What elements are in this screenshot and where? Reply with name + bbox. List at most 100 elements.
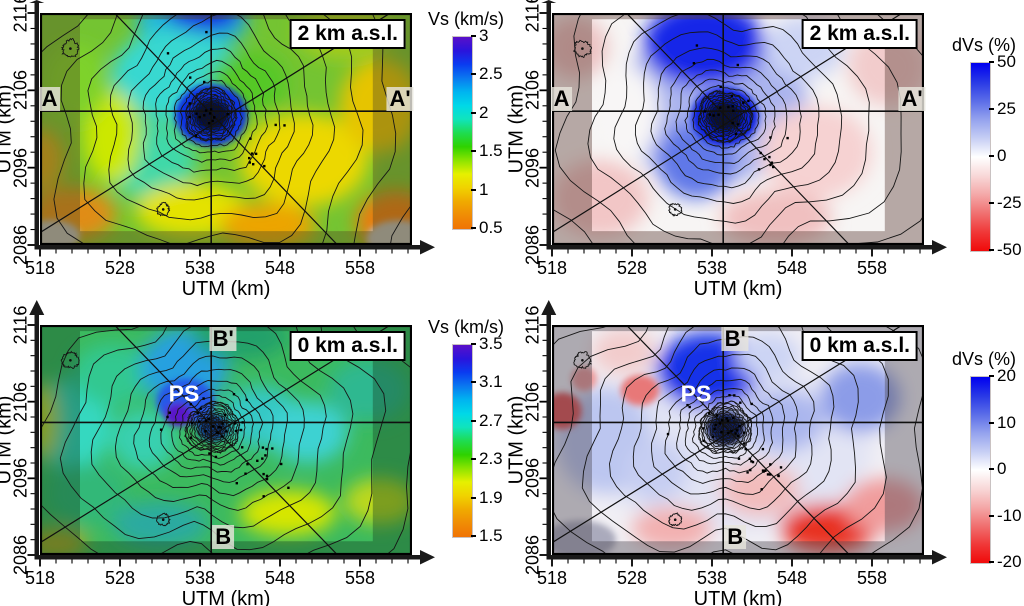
y-axis-line (546, 313, 551, 560)
panel-dvs-0km: 518 528 538 548 558 2086 2096 2106 2116 B' B PS U… (506, 300, 1024, 606)
earthquake-dots (666, 394, 783, 491)
colorbar-tick-label: 2.3 (479, 449, 503, 469)
y-axis-label: UTM (km) (505, 84, 528, 174)
colorbar-title: Vs (km/s) (428, 317, 504, 337)
colorbar-tick-label: -20 (997, 552, 1022, 571)
y-axis-line (34, 313, 39, 560)
x-tick-label: 538 (696, 568, 728, 588)
colorbar-tick-label: 2 (479, 102, 489, 122)
x-tick-label: 538 (184, 258, 216, 278)
colorbar-tick-label: 2.5 (479, 64, 503, 84)
y-tick-label: 2116 (522, 305, 543, 345)
colorbar-tick-label: -50 (997, 240, 1022, 259)
colorbar-tick (471, 419, 476, 422)
x-axis-arrow (420, 240, 435, 255)
x-axis-label: UTM (km) (181, 588, 271, 606)
colorbar-tick-label: -25 (997, 193, 1022, 212)
x-axis-arrow (932, 550, 947, 565)
x-axis-label: UTM (km) (693, 588, 783, 606)
map-vs-0km (40, 325, 412, 555)
x-tick-label: 548 (776, 568, 808, 588)
colorbar-tick-label: 1.9 (479, 487, 503, 507)
colorbar-gradient (452, 36, 473, 230)
topography-contours (552, 13, 924, 245)
y-axis-arrow (29, 300, 45, 315)
map-dvs-0km (552, 325, 924, 555)
colorbar-tick-label: 1 (479, 179, 489, 199)
colorbar-tick (989, 155, 994, 157)
colorbar-title: Vs (km/s) (428, 9, 504, 29)
earthquake-dots (692, 44, 789, 171)
y-axis-label: UTM (km) (0, 395, 16, 485)
x-axis-line (34, 555, 422, 560)
x-tick-label: 558 (856, 258, 888, 278)
colorbar-title: dVs (%) (951, 35, 1017, 55)
colorbar-tick (989, 561, 994, 563)
colorbar-gradient (452, 344, 473, 538)
colorbar-tick (989, 202, 994, 204)
colorbar-tick (471, 458, 476, 461)
colorbar-tick (989, 61, 994, 63)
x-tick-label: 548 (264, 258, 296, 278)
colorbar-tick-label: 0.5 (479, 218, 503, 237)
colorbar-tick-label: 3.1 (479, 372, 503, 392)
colorbar-title: dVs (%) (951, 349, 1017, 369)
y-axis-arrow (541, 0, 557, 3)
colorbar-tick-label: 0 (997, 146, 1007, 165)
map-dvs-2km (552, 13, 924, 245)
elevation-title: 0 km a.s.l. (801, 331, 918, 362)
x-axis-label: UTM (km) (693, 278, 783, 300)
colorbar-tick (989, 421, 994, 424)
colorbar-tick-label: 50 (997, 52, 1016, 71)
profile-lines (40, 13, 412, 245)
colorbar-tick (989, 514, 994, 517)
y-axis-line (546, 1, 551, 250)
plot-border (40, 325, 412, 555)
panel-vs-2km: 518 528 538 548 558 2086 2096 2106 2116 A A' UTM… (0, 0, 512, 300)
colorbar-tick (989, 375, 994, 377)
x-tick-label: 538 (184, 568, 216, 588)
colorbar-tick (989, 108, 994, 110)
x-axis-arrow (420, 550, 435, 565)
x-tick-label: 558 (344, 568, 376, 588)
colorbar-tick-label: 1.5 (479, 141, 503, 161)
colorbar-tick (471, 35, 476, 37)
y-axis-arrow (29, 0, 45, 3)
x-tick-label: 518 (536, 258, 568, 278)
x-axis-label: UTM (km) (181, 278, 271, 300)
colorbar-tick (471, 535, 476, 537)
y-tick-label: 2086 (10, 224, 31, 266)
y-axis-label: UTM (km) (0, 84, 16, 174)
elevation-title: 2 km a.s.l. (289, 19, 406, 50)
colorbar-tick-label: 3 (479, 26, 489, 45)
colorbar-tick-label: 2.7 (479, 410, 503, 430)
colorbar-tick (471, 227, 476, 229)
x-tick-label: 528 (104, 568, 136, 588)
colorbar-tick-label: -10 (997, 505, 1022, 525)
colorbar-tick (471, 381, 476, 384)
colorbar-tick (989, 468, 994, 470)
x-tick-label: 528 (616, 568, 648, 588)
x-tick-label: 528 (104, 258, 136, 278)
panel-vs-0km: 518 528 538 548 558 2086 2096 2106 2116 B' B PS U… (0, 300, 512, 606)
colorbar-tick (989, 249, 994, 251)
y-tick-label: 2086 (10, 534, 31, 576)
earthquake-dots (159, 393, 290, 498)
plot-border (552, 325, 924, 555)
x-axis-arrow (932, 240, 947, 255)
anomaly-field (40, 325, 412, 555)
y-tick-label: 2116 (522, 0, 543, 33)
profile-lines (552, 13, 924, 245)
colorbar-tick (471, 496, 476, 499)
x-tick-label: 518 (24, 258, 56, 278)
y-tick-label: 2086 (522, 224, 543, 266)
x-tick-label: 518 (24, 568, 56, 588)
x-tick-label: 548 (264, 568, 296, 588)
x-axis-line (546, 245, 934, 250)
earthquake-dots (166, 30, 286, 168)
y-tick-label: 2116 (10, 0, 31, 33)
colorbar-gradient (970, 62, 991, 252)
x-tick-label: 558 (856, 568, 888, 588)
y-axis-label: UTM (km) (505, 395, 528, 485)
y-axis-line (34, 1, 39, 250)
